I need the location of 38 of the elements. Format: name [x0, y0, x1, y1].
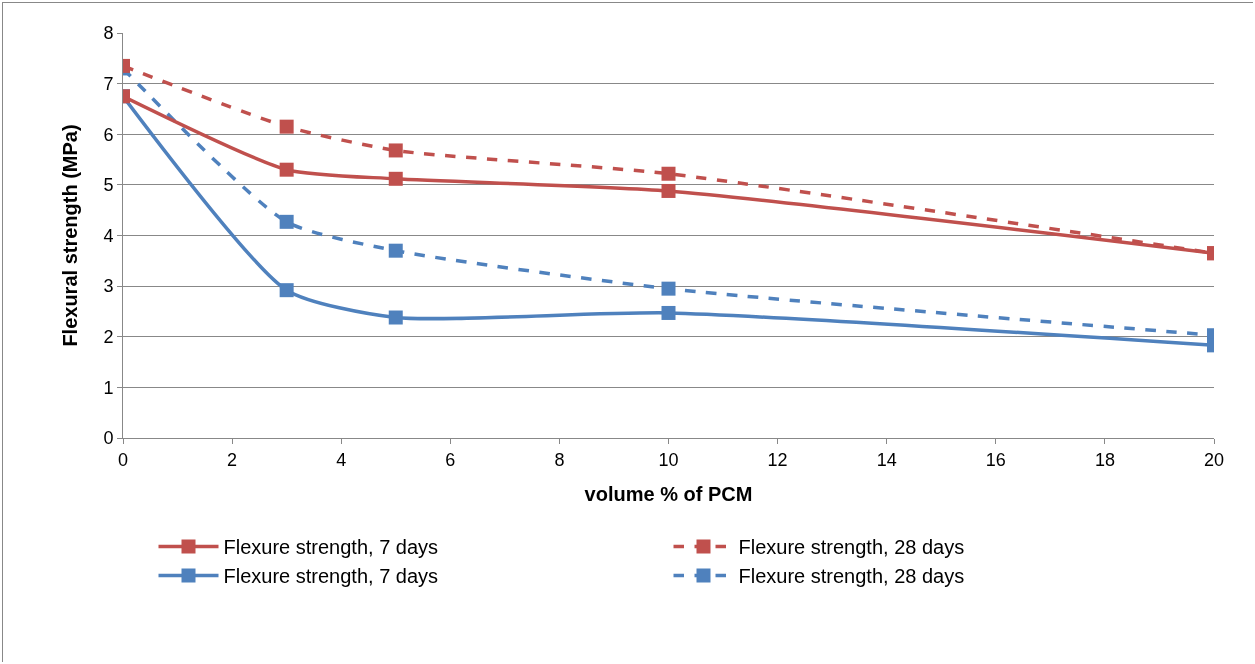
legend-label: Flexure strength, 7 days: [223, 536, 439, 559]
x-tick-label: 10: [658, 449, 679, 470]
x-tick-label: 2: [227, 449, 238, 470]
y-tick-label: 4: [103, 225, 114, 246]
point: [279, 119, 294, 134]
point: [388, 243, 403, 258]
y-tick-label: 5: [103, 175, 114, 196]
point: [279, 214, 294, 229]
legend-label: Flexure strength, 28 days: [738, 536, 965, 559]
x-tick-label: 4: [336, 449, 347, 470]
y-tick-label: 7: [103, 73, 114, 94]
point: [279, 162, 294, 177]
x-tick-label: 8: [554, 449, 565, 470]
point: [661, 183, 676, 198]
x-axis-title: volume % of PCM: [584, 483, 753, 506]
point: [388, 310, 403, 325]
point: [388, 171, 403, 186]
legend-label: Flexure strength, 28 days: [738, 565, 965, 588]
x-tick-label: 20: [1203, 449, 1225, 470]
y-tick-label: 8: [103, 23, 114, 44]
x-tick-label: 0: [117, 449, 129, 470]
y-tick-label: 2: [103, 327, 114, 348]
point: [661, 166, 676, 181]
y-tick-label: 0: [103, 428, 114, 449]
x-tick-label: 18: [1094, 449, 1115, 470]
y-tick-label: 1: [103, 377, 114, 398]
point: [388, 143, 403, 158]
point: [661, 281, 676, 296]
legend-label: Flexure strength, 7 days: [223, 565, 439, 588]
x-tick-label: 16: [985, 449, 1006, 470]
x-tick-label: 14: [876, 449, 897, 470]
y-axis-title: Flexural strength (MPa): [58, 124, 81, 347]
y-tick-label: 3: [103, 276, 114, 297]
y-tick-label: 6: [103, 124, 114, 145]
x-tick-label: 12: [767, 449, 788, 470]
point: [279, 283, 294, 298]
x-tick-label: 6: [445, 449, 456, 470]
point: [661, 305, 676, 320]
